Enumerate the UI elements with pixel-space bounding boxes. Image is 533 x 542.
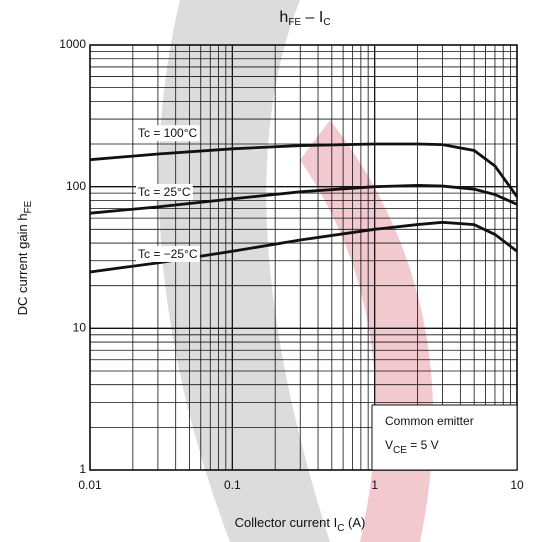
x-tick-label: 0.1 xyxy=(224,478,241,492)
y-tick-label: 1 xyxy=(79,462,86,476)
chart-title: hFE – IC xyxy=(279,9,330,27)
x-tick-label: 1 xyxy=(371,478,378,492)
y-tick-label: 10 xyxy=(73,321,87,335)
series-label: Tc = 25°C xyxy=(138,185,191,199)
annotation: Common emitter xyxy=(385,414,474,428)
x-tick-label: 10 xyxy=(510,478,524,492)
watermark xyxy=(159,0,330,542)
y-axis-label: DC current gain hFE xyxy=(15,200,33,315)
chart: hFE – IC Collector current IC (A) DC cur… xyxy=(0,0,533,542)
y-tick-label: 1000 xyxy=(59,37,86,51)
series-label: Tc = 100°C xyxy=(138,126,197,140)
x-tick-label: 0.01 xyxy=(78,478,102,492)
series-label: Tc = −25°C xyxy=(138,247,198,261)
watermark xyxy=(300,120,433,542)
y-tick-label: 100 xyxy=(66,179,86,193)
